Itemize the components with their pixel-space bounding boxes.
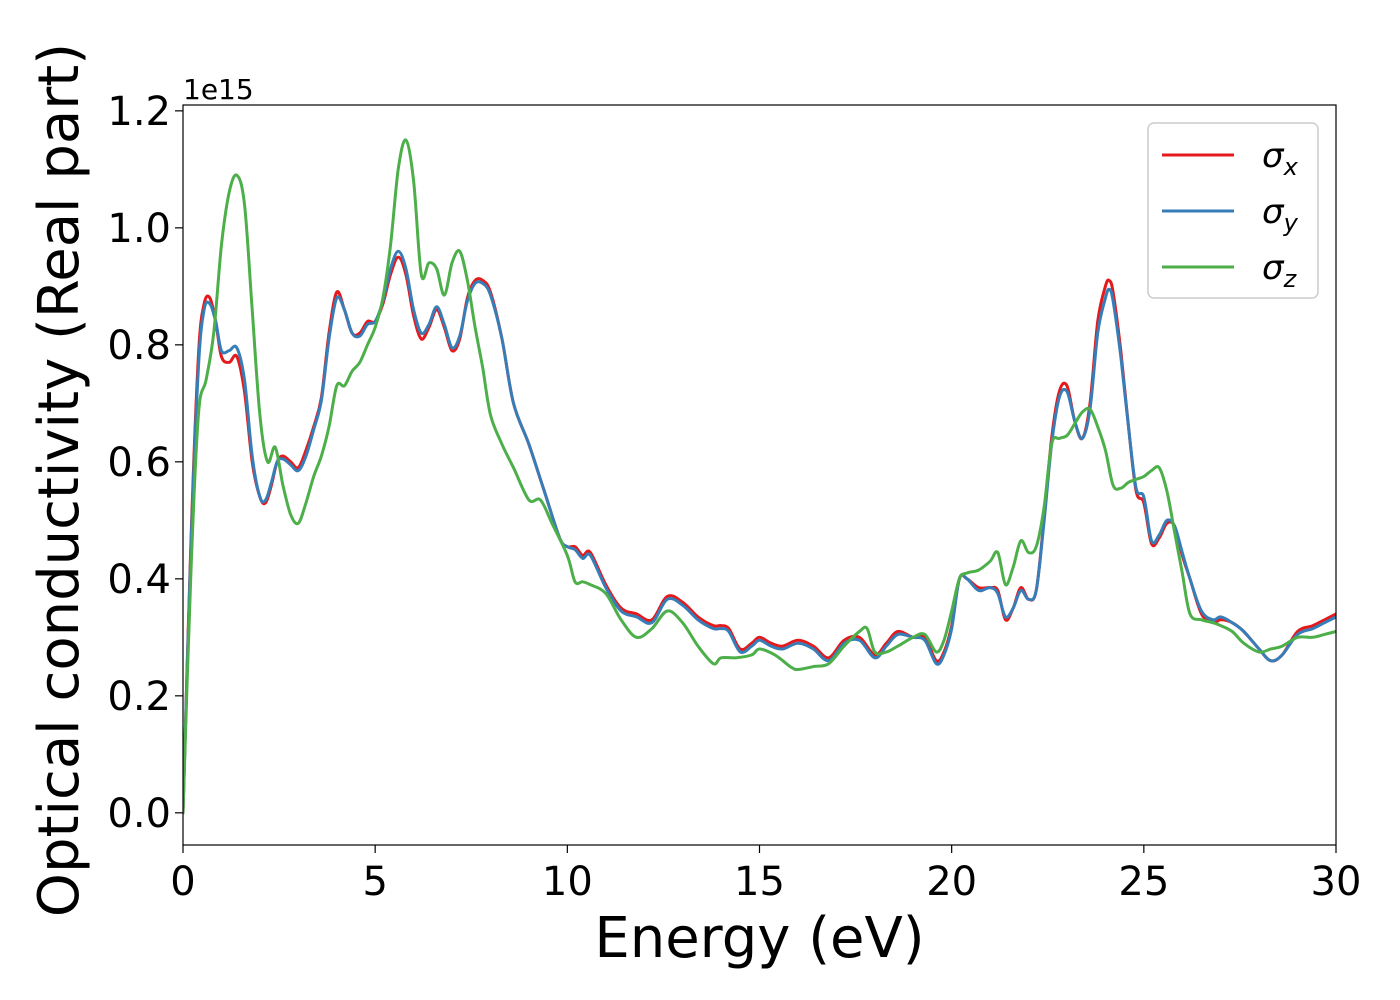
x-tick-label: 15 bbox=[734, 859, 785, 905]
x-tick-label: 20 bbox=[926, 859, 977, 905]
plot-area bbox=[182, 104, 1337, 846]
y-tick-label: 1.2 bbox=[107, 89, 171, 135]
x-tick-label: 30 bbox=[1311, 859, 1362, 905]
y-offset-label: 1e15 bbox=[183, 73, 254, 106]
y-tick-label: 0.0 bbox=[107, 791, 171, 837]
y-tick-label: 0.2 bbox=[107, 674, 171, 720]
series-line-z bbox=[183, 138, 1336, 815]
x-tick-label: 10 bbox=[542, 859, 593, 905]
series-layer bbox=[183, 138, 1336, 815]
x-tick-label: 25 bbox=[1118, 859, 1169, 905]
x-axis-label: Energy (eV) bbox=[594, 906, 924, 971]
series-line-y bbox=[183, 249, 1336, 815]
x-axis: 0 5 10 15 20 25 30 bbox=[170, 845, 1361, 905]
y-axis: 0.0 0.2 0.4 0.6 0.8 1.0 1.2 bbox=[107, 89, 183, 837]
x-tick-label: 0 bbox=[170, 859, 195, 905]
y-tick-label: 0.8 bbox=[107, 323, 171, 369]
y-tick-label: 1.0 bbox=[107, 206, 171, 252]
y-tick-label: 0.6 bbox=[107, 440, 171, 486]
x-tick-label: 5 bbox=[362, 859, 387, 905]
y-axis-label: Optical conductivity (Real part) bbox=[27, 43, 92, 917]
y-tick-label: 0.4 bbox=[107, 557, 171, 603]
